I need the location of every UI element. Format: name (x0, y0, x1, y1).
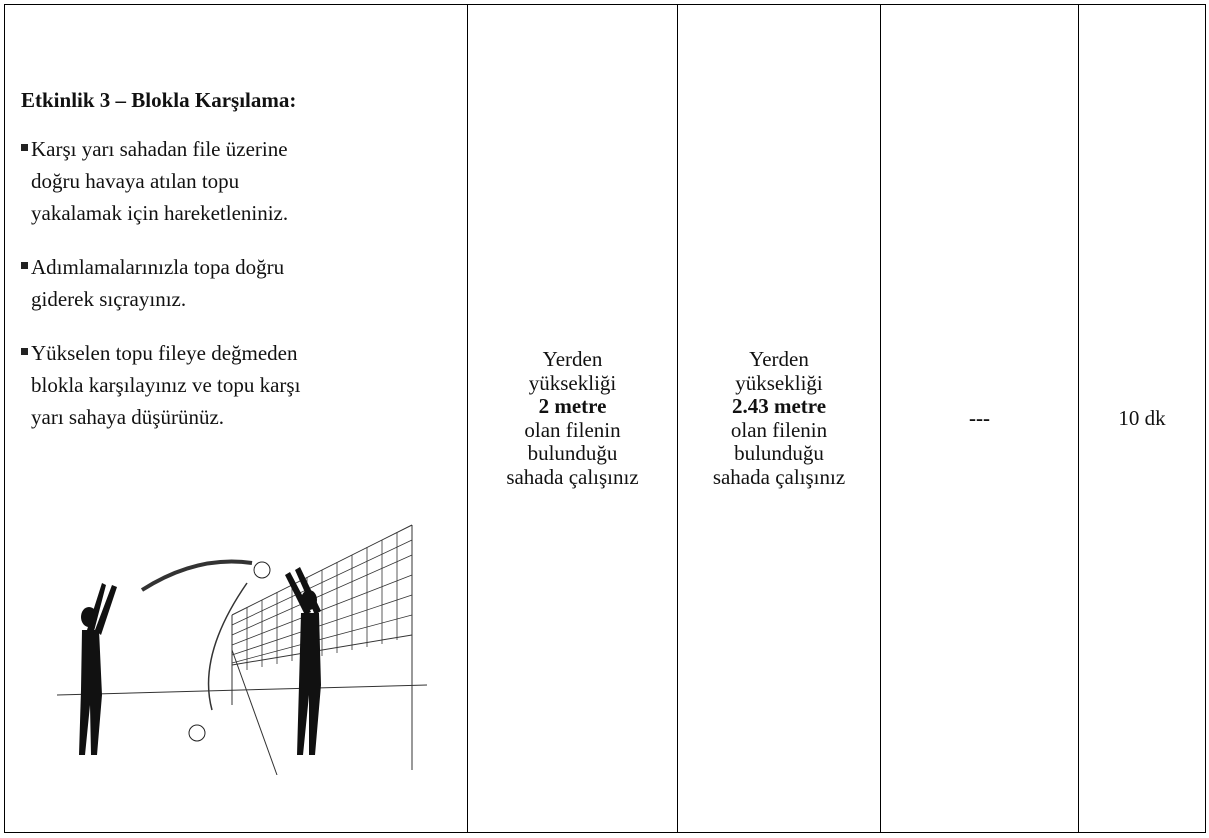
bullet-line: Karşı yarı sahadan file üzerine (31, 136, 288, 161)
activity-cell: Etkinlik 3 – Blokla Karşılama: Karşı yar… (4, 4, 468, 833)
level-text: olan filenin bulunduğu sahada çalışınız (506, 417, 639, 489)
level-cell: Yerden yüksekliği 2.43 metre olan fileni… (677, 4, 881, 833)
level-text: --- (969, 405, 990, 430)
bullet: Adımlamalarınızla topa doğru giderek sıç… (21, 251, 467, 315)
activity-table: Etkinlik 3 – Blokla Karşılama: Karşı yar… (4, 4, 1206, 833)
bullet: Yükselen topu fileye değmeden blokla kar… (21, 337, 467, 433)
level-text: Yerden yüksekliği (528, 347, 617, 395)
level-text: olan filenin bulunduğu sahada çalışınız (712, 417, 846, 489)
level-cell: --- (880, 4, 1079, 833)
activity-title: Etkinlik 3 – Blokla Karşılama: (21, 88, 297, 112)
bullet-line: doğru havaya atılan topu (31, 168, 240, 193)
table-row: Etkinlik 3 – Blokla Karşılama: Karşı yar… (4, 4, 1206, 833)
level-height: 2.43 metre (731, 394, 827, 418)
bullet-line: Yükselen topu fileye değmeden (31, 340, 298, 365)
duration: 10 dk (1118, 405, 1166, 430)
level-height: 2 metre (538, 394, 607, 418)
duration-cell: 10 dk (1078, 4, 1206, 833)
illustration (57, 524, 427, 775)
level-text: Yerden yüksekliği (735, 347, 823, 395)
bullet: Karşı yarı sahadan file üzerine doğru ha… (21, 133, 467, 229)
bullet-line: Adımlamalarınızla topa doğru (31, 254, 285, 279)
level-cell: Yerden yüksekliği 2 metre olan filenin b… (467, 4, 678, 833)
bullet-line: yakalamak için hareketleniniz. (31, 200, 289, 225)
bullet-line: giderek sıçrayınız. (31, 286, 187, 311)
bullet-line: blokla karşılayınız ve topu karşı (31, 372, 301, 397)
bullet-line: yarı sahaya düşürünüz. (31, 404, 225, 429)
